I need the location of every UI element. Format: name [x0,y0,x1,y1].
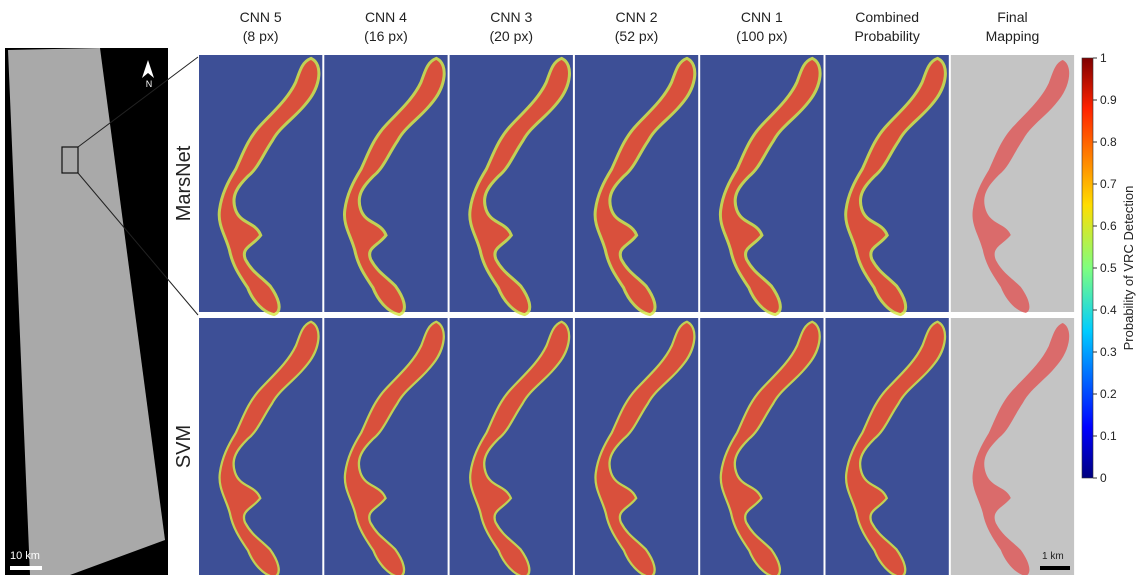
colorbar-tick-label: 0.8 [1100,135,1117,149]
column-subtitle: (8 px) [243,28,279,44]
colorbar-tick-label: 0.4 [1100,303,1117,317]
scale-bar-label: 10 km [10,550,40,562]
colorbar [1082,58,1093,478]
colorbar-tick-label: 0.9 [1100,93,1117,107]
colorbar-tick-label: 0.5 [1100,261,1117,275]
panel-grid [199,55,1074,575]
north-label: N [146,79,153,89]
colorbar-tick-label: 0.3 [1100,345,1117,359]
image-panel [951,55,1074,313]
image-panel [575,55,698,313]
image-panel [700,55,823,313]
column-title: CNN 5 [240,9,282,25]
image-panel [450,55,573,313]
colorbar-tick-label: 1 [1100,51,1107,65]
scale-bar-label: 1 km [1042,551,1064,562]
colorbar-label: Probability of VRC Detection [1121,186,1136,351]
column-title: CNN 3 [490,9,532,25]
image-panel [450,318,573,575]
colorbar-tick-label: 0.2 [1100,387,1117,401]
column-subtitle: (20 px) [489,28,533,44]
row-label: MarsNet [173,145,195,221]
image-panel [199,55,322,313]
colorbar-tick-label: 0.7 [1100,177,1117,191]
column-subtitle: Mapping [986,28,1040,44]
scale-bar [1040,566,1070,570]
image-panel [700,318,823,575]
column-title: CNN 1 [741,9,783,25]
image-panel [199,318,322,575]
image-panel [826,318,949,575]
image-panel [575,318,698,575]
column-subtitle: (16 px) [364,28,408,44]
column-title: CNN 4 [365,9,407,25]
column-title: Combined [855,9,919,25]
image-panel [324,55,447,313]
column-subtitle: Probability [854,28,919,44]
image-panel [951,318,1074,575]
column-subtitle: (52 px) [615,28,659,44]
colorbar-tick-label: 0.1 [1100,429,1117,443]
column-subtitle: (100 px) [736,28,787,44]
scale-bar [10,566,42,570]
row-label: SVM [173,425,195,468]
image-panel [324,318,447,575]
column-title: CNN 2 [616,9,658,25]
colorbar-tick-label: 0.6 [1100,219,1117,233]
colorbar-tick-label: 0 [1100,471,1107,485]
column-title: Final [997,9,1027,25]
image-panel [826,55,949,313]
figure: N 10 km 1 km Probability of VRC Detectio… [0,0,1141,575]
